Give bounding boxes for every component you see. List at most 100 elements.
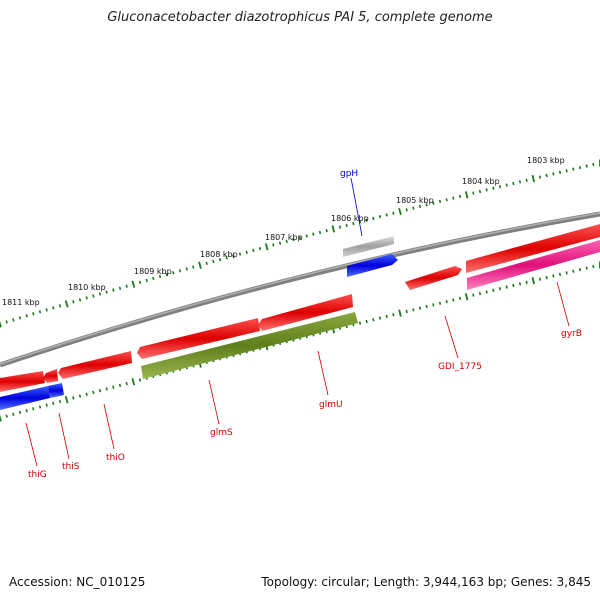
tick-mark	[98, 292, 102, 296]
gene-blue3-feature[interactable]	[48, 383, 64, 398]
tick-mark	[518, 282, 522, 286]
kbp-label: 1808 kbp	[200, 250, 238, 259]
tick-mark	[445, 300, 448, 304]
gene-blue-feature[interactable]	[347, 254, 398, 277]
tick-mark	[158, 274, 162, 279]
gene-label-gdi1775[interactable]: GDI_1775	[438, 362, 482, 372]
tick-mark	[12, 412, 15, 417]
gene-glmu-feature[interactable]	[258, 294, 353, 331]
tick-mark	[392, 211, 395, 215]
tick-mark	[12, 318, 15, 322]
tick-mark	[58, 399, 62, 404]
tick-mark	[565, 271, 568, 275]
tick-mark	[72, 396, 75, 400]
tick-mark	[498, 286, 502, 291]
tick-mark	[32, 312, 35, 316]
gene-label-gyrb[interactable]: gyrB	[561, 329, 582, 339]
gene-label-glmu[interactable]: glmU	[319, 400, 343, 410]
tick-mark	[392, 313, 395, 317]
tick-mark	[432, 303, 435, 307]
tick-mark	[264, 243, 269, 251]
gene-gph-feature[interactable]	[343, 236, 394, 257]
tick-mark	[78, 394, 82, 398]
tick-mark	[531, 277, 535, 285]
tick-mark	[18, 410, 22, 415]
gene-olive-feature[interactable]	[141, 312, 358, 379]
tick-mark	[138, 280, 142, 285]
tick-mark	[592, 264, 595, 269]
tick-mark	[52, 401, 55, 406]
tick-mark	[545, 275, 548, 280]
tick-mark	[292, 237, 295, 242]
tick-mark	[478, 291, 482, 296]
tick-mark	[64, 396, 69, 404]
tick-mark	[178, 269, 182, 273]
tick-mark	[398, 309, 402, 317]
tick-mark	[505, 183, 508, 187]
tick-mark	[525, 280, 528, 284]
tick-mark	[531, 174, 535, 183]
tick-mark	[512, 181, 515, 186]
tick-mark	[592, 162, 595, 167]
tick-mark	[72, 300, 75, 304]
tick-mark	[485, 188, 488, 192]
gene-glms-feature[interactable]	[137, 318, 260, 359]
gene-blue2-feature[interactable]	[0, 386, 50, 410]
reverse-features	[0, 240, 600, 410]
gene-label-this[interactable]: thiS	[62, 462, 80, 472]
gene-label-glms[interactable]: glmS	[210, 428, 233, 438]
tick-mark	[85, 296, 88, 300]
tick-mark	[378, 214, 382, 219]
tick-mark	[492, 288, 495, 292]
tick-mark	[85, 392, 88, 396]
gene-gyrb-feature[interactable]	[467, 240, 600, 290]
tick-mark	[38, 310, 42, 314]
tick-mark	[285, 239, 288, 244]
tick-mark	[78, 298, 82, 302]
kbp-label: 1811 kbp	[2, 298, 40, 307]
gene-label-thio[interactable]: thiO	[106, 453, 125, 463]
tick-mark	[538, 277, 542, 281]
tick-mark	[498, 184, 502, 189]
tick-mark	[358, 321, 362, 325]
tick-mark	[365, 319, 368, 324]
tick-mark	[225, 256, 228, 260]
tick-mark	[372, 216, 375, 221]
tick-mark	[545, 173, 548, 178]
tick-mark	[92, 294, 95, 298]
tick-mark	[438, 199, 442, 204]
tick-mark	[5, 320, 8, 324]
tick-mark	[138, 378, 142, 382]
outer-tick-ring	[0, 159, 600, 328]
gene-gdi-feature[interactable]	[405, 266, 462, 290]
tick-mark	[18, 316, 22, 320]
gene-red-feature[interactable]	[466, 224, 600, 273]
tick-mark	[578, 166, 582, 170]
genome-backbone	[0, 211, 600, 368]
gene-thio-feature[interactable]	[58, 351, 132, 379]
tick-mark	[378, 316, 382, 320]
tick-mark	[464, 293, 469, 301]
kbp-label: 1809 kbp	[134, 267, 172, 276]
tick-mark	[552, 172, 555, 176]
tick-mark	[165, 272, 168, 277]
gene-label-gph[interactable]: gpH	[340, 169, 358, 179]
tick-mark	[418, 306, 422, 310]
tick-mark	[58, 304, 62, 308]
tick-mark	[318, 230, 322, 235]
tick-mark	[472, 293, 475, 297]
gene-label-thig[interactable]: thiG	[28, 470, 47, 480]
tick-mark	[118, 286, 122, 290]
tick-mark	[585, 266, 588, 270]
tick-mark	[312, 232, 315, 236]
tick-mark	[112, 288, 115, 292]
tick-mark	[92, 390, 95, 395]
gene-thig-feature[interactable]	[0, 371, 45, 392]
gene-this-feature[interactable]	[43, 369, 58, 383]
tick-mark	[105, 387, 108, 391]
tick-mark	[572, 269, 575, 273]
tick-mark	[552, 274, 555, 278]
kbp-label: 1805 kbp	[396, 196, 434, 205]
tick-mark	[432, 201, 435, 205]
